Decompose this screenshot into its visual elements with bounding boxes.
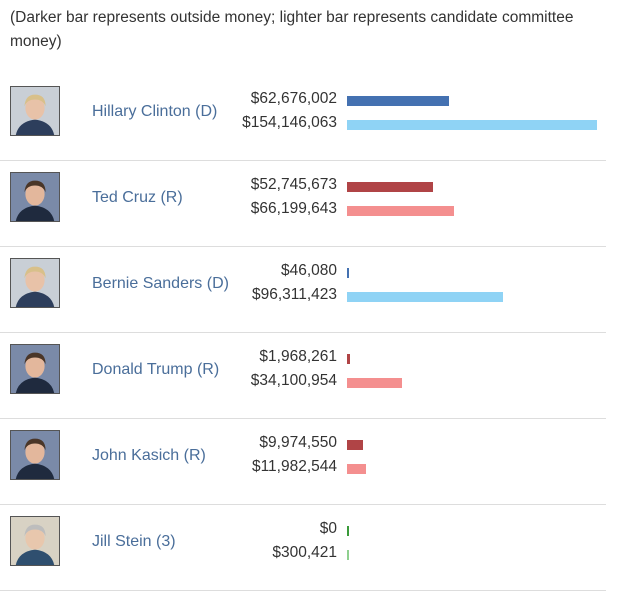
candidate-row: Hillary Clinton (D) $62,676,002 $154,146,0… [0,74,606,161]
trump-photo [10,344,60,394]
committee-money-bar [347,292,503,302]
outside-money-bar [347,526,349,536]
clinton-photo [10,86,60,136]
outside-money-label: $0 [319,520,337,537]
candidate-name-link[interactable]: Hillary Clinton (D) [92,103,218,120]
candidate-row: Bernie Sanders (D) $46,080 $96,311,423 [0,246,606,333]
candidate-name-link[interactable]: Jill Stein (3) [92,533,176,550]
outside-money-label: $52,745,673 [250,176,337,193]
committee-money-bar [347,550,349,560]
outside-money-label: $46,080 [280,262,337,279]
candidate-row: Jill Stein (3) $0 $300,421 [0,504,606,591]
committee-money-bar [347,464,366,474]
outside-money-label: $9,974,550 [259,434,337,451]
candidate-name-link[interactable]: Bernie Sanders (D) [92,275,229,292]
committee-money-label: $11,982,544 [251,458,337,475]
committee-money-bar [347,206,454,216]
outside-money-bar [347,268,349,278]
committee-money-label: $66,199,643 [250,200,337,217]
outside-money-label: $1,968,261 [259,348,337,365]
sanders-photo [10,258,60,308]
cruz-photo [10,172,60,222]
outside-money-bar [347,354,350,364]
candidate-name-link[interactable]: Ted Cruz (R) [92,189,183,206]
committee-money-label: $300,421 [272,544,337,561]
committee-money-label: $96,311,423 [251,286,337,303]
committee-money-label: $34,100,954 [250,372,337,389]
kasich-photo [10,430,60,480]
candidate-name-link[interactable]: John Kasich (R) [92,447,206,464]
committee-money-bar [347,378,402,388]
candidate-row: Donald Trump (R) $1,968,261 $34,100,954 [0,332,606,419]
committee-money-label: $154,146,063 [242,114,337,131]
stein-photo [10,516,60,566]
candidate-row: John Kasich (R) $9,974,550 $11,982,544 [0,418,606,505]
outside-money-bar [347,96,449,106]
candidate-row: Ted Cruz (R) $52,745,673 $66,199,643 [0,160,606,247]
chart-note: (Darker bar represents outside money; li… [10,9,574,50]
outside-money-bar [347,182,433,192]
candidate-name-link[interactable]: Donald Trump (R) [92,361,220,378]
outside-money-label: $62,676,002 [250,90,337,107]
committee-money-bar [347,120,597,130]
outside-money-bar [347,440,363,450]
